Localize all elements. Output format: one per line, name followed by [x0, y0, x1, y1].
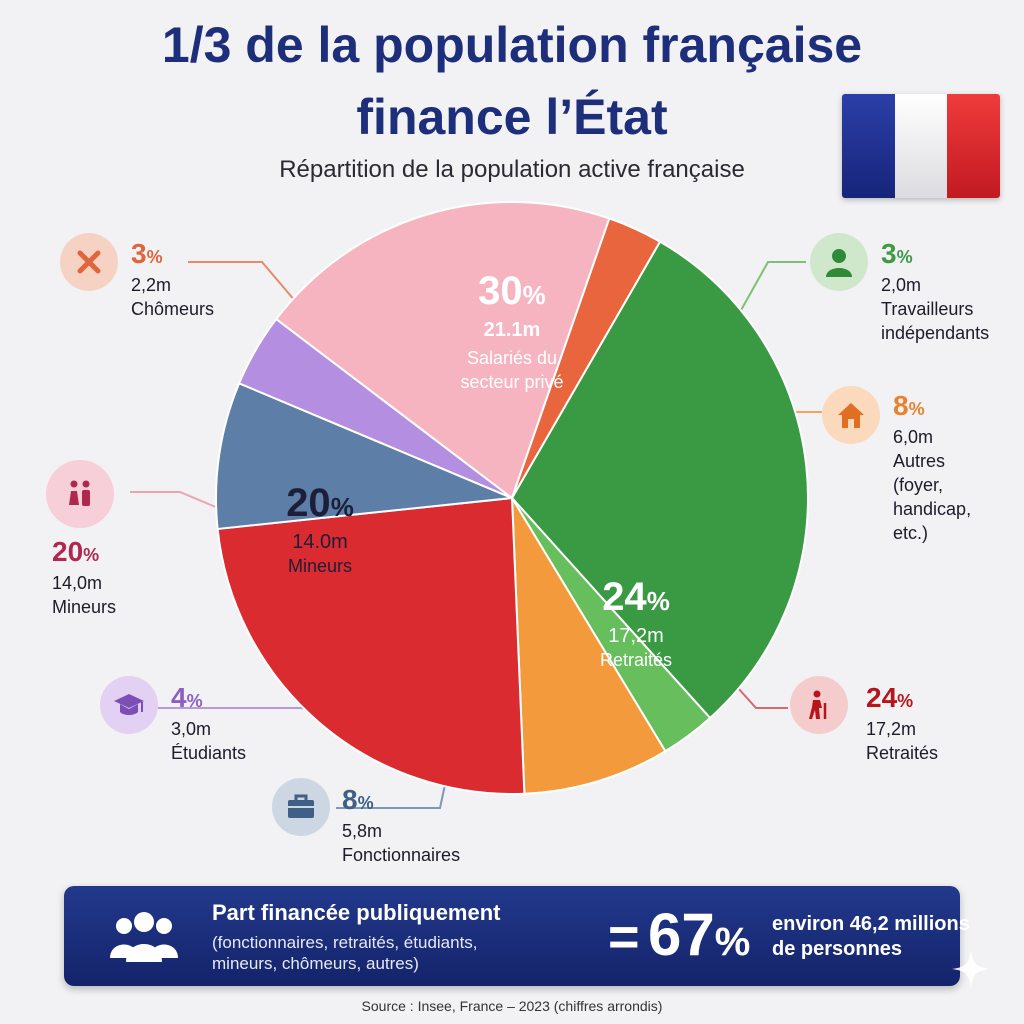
- callout-pop-etudiants: 3,0m: [171, 719, 212, 739]
- pie-slice-chomeurs: [511, 217, 662, 499]
- callout-name-fonction: Fonctionnaires: [342, 845, 461, 865]
- callout-pct-indep: 3: [881, 238, 897, 269]
- slice-pop-mineurs: 14.0m: [292, 531, 348, 553]
- source-note: Source : Insee, France – 2023 (chiffres …: [361, 998, 663, 1014]
- slice-name-prive-2: secteur privé: [460, 372, 564, 392]
- callout-name-retraites: Retraités: [866, 743, 939, 763]
- callout-name-indep-1: Travailleurs: [881, 299, 974, 319]
- summary-banner: Part financée publiquement (fonctionnair…: [64, 886, 970, 986]
- banner-title: Part financée publiquement: [212, 900, 501, 925]
- callout-pop-indep: 2,0m: [881, 275, 922, 295]
- slice-name-mineurs: Mineurs: [287, 556, 353, 576]
- banner-percentage: 67%: [648, 901, 751, 968]
- slice-pct-prive: 30: [478, 269, 523, 313]
- slice-name-retraites: Retraités: [599, 650, 673, 670]
- pie-slice-mineurs: [274, 201, 611, 500]
- slice-pop-retraites: 17,2m: [608, 625, 664, 647]
- leader-line-retraites: [737, 687, 788, 709]
- callout-pop-fonction: 5,8m: [342, 821, 383, 841]
- callout-autres: 8% 6,0m Autres (foyer, handicap, etc.): [893, 390, 972, 543]
- person-icon: [810, 233, 868, 291]
- pie-slice-retraites: [216, 496, 526, 795]
- callout-name-autres-1: Autres: [893, 451, 946, 471]
- banner-people-count: environ 46,2 millions de personnes: [772, 913, 970, 960]
- leader-line-indep: [739, 261, 806, 313]
- graduation-cap-icon: [100, 676, 158, 734]
- slice-label-mineurs: 20% 14.0m Mineurs: [286, 481, 354, 576]
- house-icon: [822, 386, 880, 444]
- callout-pct-mineurs: 20: [52, 536, 84, 567]
- callout-pct-chomeurs: 3: [131, 238, 147, 269]
- slice-name-prive-1: Salariés du: [466, 348, 558, 368]
- callout-retraites: 24% 17,2m Retraités: [866, 682, 939, 763]
- children-icon: [46, 460, 114, 528]
- pie-slice-fonction: [215, 381, 513, 531]
- callout-name-autres-2: (foyer,: [893, 475, 944, 495]
- page-title-line2: finance l’État: [356, 89, 668, 145]
- callout-name-indep-2: indépendants: [881, 323, 990, 343]
- callout-chomeurs: 3% 2,2m Chômeurs: [131, 238, 215, 319]
- leader-line-chomeurs: [188, 261, 297, 303]
- slice-label-prive: 30% 21.1m Salariés du secteur privé: [460, 269, 564, 392]
- callout-name-mineurs: Mineurs: [52, 597, 117, 617]
- callout-fonction: 8% 5,8m Fonctionnaires: [342, 784, 461, 865]
- x-icon: [60, 233, 118, 291]
- banner-detail: (fonctionnaires, retraités, étudiants, m…: [212, 933, 478, 973]
- callout-name-chomeurs: Chômeurs: [131, 299, 215, 319]
- callout-indep: 3% 2,0m Travailleurs indépendants: [881, 238, 990, 343]
- briefcase-icon: [272, 778, 330, 836]
- leader-line-mineurs: [130, 491, 219, 509]
- banner-equals: =: [608, 907, 640, 967]
- elderly-person-icon: [790, 676, 848, 734]
- callout-pct-retraites: 24: [866, 682, 898, 713]
- callout-pct-autres: 8: [893, 390, 909, 421]
- french-flag-icon: [842, 94, 1000, 198]
- pie-slice-autres: [511, 497, 667, 795]
- callout-pop-autres: 6,0m: [893, 427, 934, 447]
- page-title: 1/3 de la population française: [161, 17, 863, 73]
- chart-subtitle: Répartition de la population active fran…: [279, 156, 745, 183]
- slice-pct-mineurs: 20: [286, 481, 331, 525]
- leader-line-fonction: [336, 779, 447, 809]
- callout-name-autres-4: etc.): [893, 523, 929, 543]
- group-icon: [110, 912, 178, 962]
- callout-pct-fonction: 8: [342, 784, 358, 815]
- callout-etudiants: 4% 3,0m Étudiants: [171, 682, 247, 763]
- slice-pct-retraites: 24: [602, 575, 647, 619]
- slice-label-retraites: 24% 17,2m Retraités: [599, 575, 673, 670]
- callout-name-autres-3: handicap,: [893, 499, 972, 519]
- sparkle-icon: [952, 950, 990, 988]
- callout-pop-chomeurs: 2,2m: [131, 275, 172, 295]
- pie-slice-prive: [510, 240, 809, 720]
- callout-pct-etudiants: 4: [171, 682, 187, 713]
- callout-mineurs: 20% 14,0m Mineurs: [52, 536, 117, 617]
- slice-pop-prive: 21.1m: [483, 319, 541, 341]
- callout-pop-retraites: 17,2m: [866, 719, 917, 739]
- callout-pop-mineurs: 14,0m: [52, 573, 103, 593]
- callout-name-etudiants: Étudiants: [171, 743, 247, 763]
